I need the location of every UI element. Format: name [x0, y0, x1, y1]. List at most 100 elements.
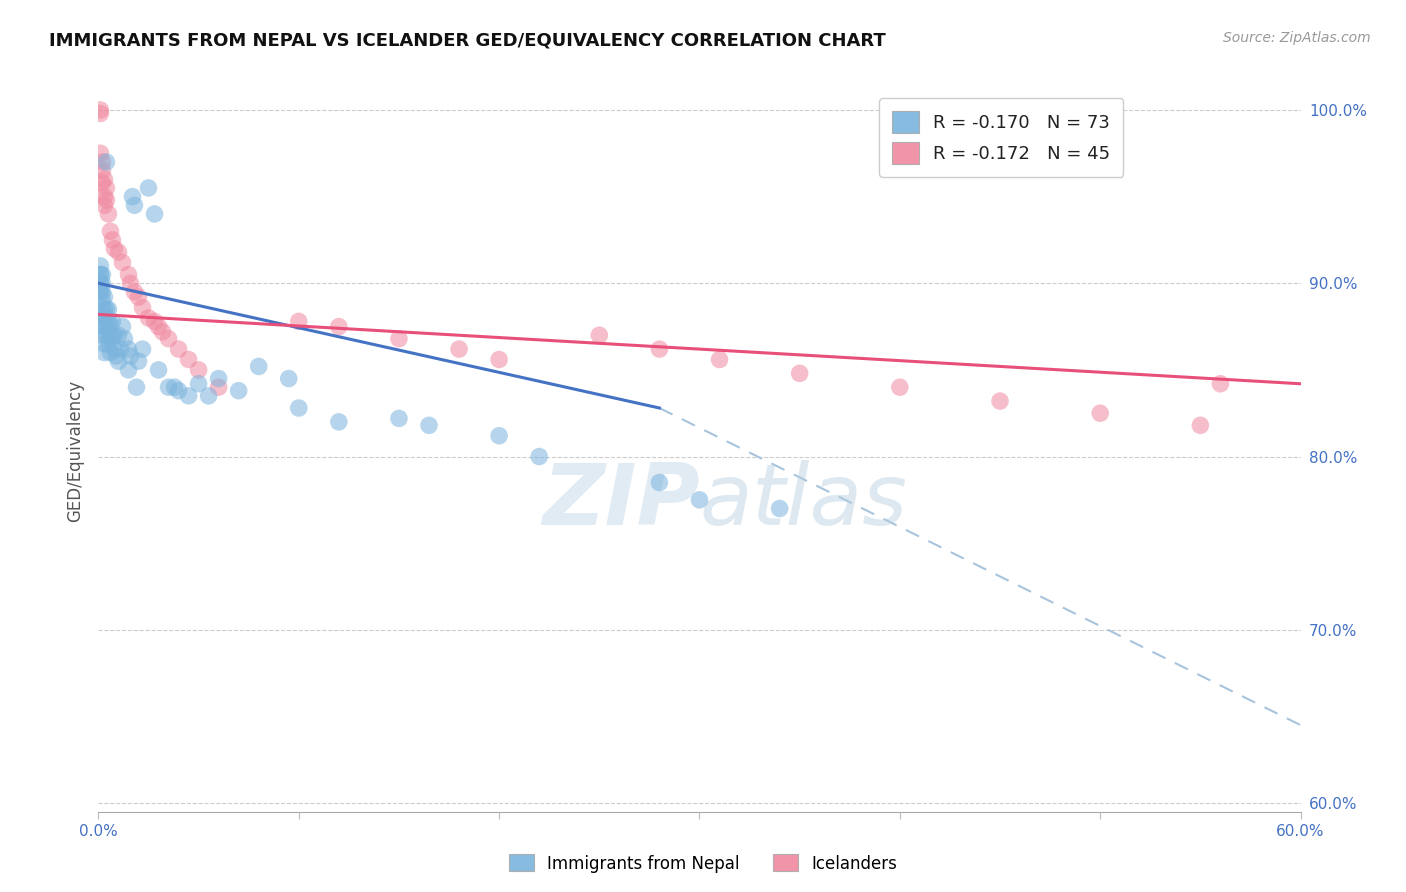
Point	[648, 475, 671, 490]
Point	[117, 268, 139, 282]
Point	[138, 310, 160, 325]
Point	[91, 277, 114, 291]
Point	[93, 337, 115, 351]
Point	[91, 328, 114, 343]
Point	[488, 352, 510, 367]
Point	[177, 389, 200, 403]
Point	[89, 285, 111, 299]
Point	[138, 181, 160, 195]
Point	[89, 268, 111, 282]
Point	[157, 332, 180, 346]
Point	[163, 380, 186, 394]
Point	[100, 224, 122, 238]
Point	[114, 332, 136, 346]
Point	[143, 314, 166, 328]
Point	[418, 418, 440, 433]
Point	[93, 345, 115, 359]
Point	[107, 245, 129, 260]
Point	[288, 401, 311, 415]
Point	[208, 380, 231, 394]
Point	[97, 325, 120, 339]
Point	[93, 310, 115, 325]
Point	[100, 332, 122, 346]
Point	[96, 319, 118, 334]
Text: Source: ZipAtlas.com: Source: ZipAtlas.com	[1223, 31, 1371, 45]
Point	[277, 371, 299, 385]
Point	[96, 155, 118, 169]
Point	[447, 342, 470, 356]
Point	[100, 318, 122, 332]
Point	[97, 207, 120, 221]
Point	[96, 328, 118, 343]
Point	[228, 384, 250, 398]
Point	[124, 285, 146, 299]
Point	[247, 359, 270, 374]
Point	[103, 328, 125, 343]
Point	[89, 277, 111, 291]
Point	[91, 293, 114, 308]
Point	[167, 384, 190, 398]
Point	[110, 342, 132, 356]
Text: atlas: atlas	[700, 459, 907, 542]
Point	[89, 285, 111, 299]
Point	[96, 181, 118, 195]
Point	[111, 319, 134, 334]
Point	[789, 367, 811, 381]
Point	[157, 380, 180, 394]
Point	[97, 314, 120, 328]
Point	[93, 172, 115, 186]
Point	[488, 428, 510, 442]
Point	[93, 290, 115, 304]
Point	[177, 352, 200, 367]
Point	[167, 342, 190, 356]
Point	[101, 233, 124, 247]
Point	[96, 310, 118, 325]
Point	[148, 319, 170, 334]
Point	[388, 332, 411, 346]
Text: ZIP: ZIP	[541, 459, 700, 542]
Point	[97, 337, 120, 351]
Point	[120, 349, 142, 363]
Point	[148, 363, 170, 377]
Point	[120, 277, 142, 291]
Point	[769, 501, 792, 516]
Point	[107, 328, 129, 343]
Point	[91, 302, 114, 317]
Point	[648, 342, 671, 356]
Point	[101, 314, 124, 328]
Point	[91, 319, 114, 334]
Point	[89, 259, 111, 273]
Point	[97, 302, 120, 317]
Point	[89, 277, 111, 291]
Point	[709, 352, 731, 367]
Point	[328, 415, 350, 429]
Point	[91, 155, 114, 169]
Point	[588, 328, 610, 343]
Point	[89, 103, 111, 117]
Point	[1088, 406, 1111, 420]
Point	[128, 290, 150, 304]
Point	[328, 319, 350, 334]
Point	[89, 146, 111, 161]
Point	[131, 301, 153, 315]
Point	[187, 363, 209, 377]
Point	[689, 492, 711, 507]
Point	[91, 285, 114, 299]
Point	[124, 198, 146, 212]
Point	[91, 310, 114, 325]
Text: IMMIGRANTS FROM NEPAL VS ICELANDER GED/EQUIVALENCY CORRELATION CHART: IMMIGRANTS FROM NEPAL VS ICELANDER GED/E…	[49, 31, 886, 49]
Point	[89, 106, 111, 120]
Legend: R = -0.170   N = 73, R = -0.172   N = 45: R = -0.170 N = 73, R = -0.172 N = 45	[879, 98, 1123, 177]
Point	[96, 193, 118, 207]
Point	[93, 198, 115, 212]
Y-axis label: GED/Equivalency: GED/Equivalency	[66, 379, 84, 522]
Point	[103, 342, 125, 356]
Legend: Immigrants from Nepal, Icelanders: Immigrants from Nepal, Icelanders	[502, 847, 904, 880]
Point	[152, 325, 174, 339]
Point	[125, 380, 148, 394]
Point	[89, 268, 111, 282]
Point	[91, 268, 114, 282]
Point	[91, 163, 114, 178]
Point	[197, 389, 219, 403]
Point	[1209, 376, 1232, 391]
